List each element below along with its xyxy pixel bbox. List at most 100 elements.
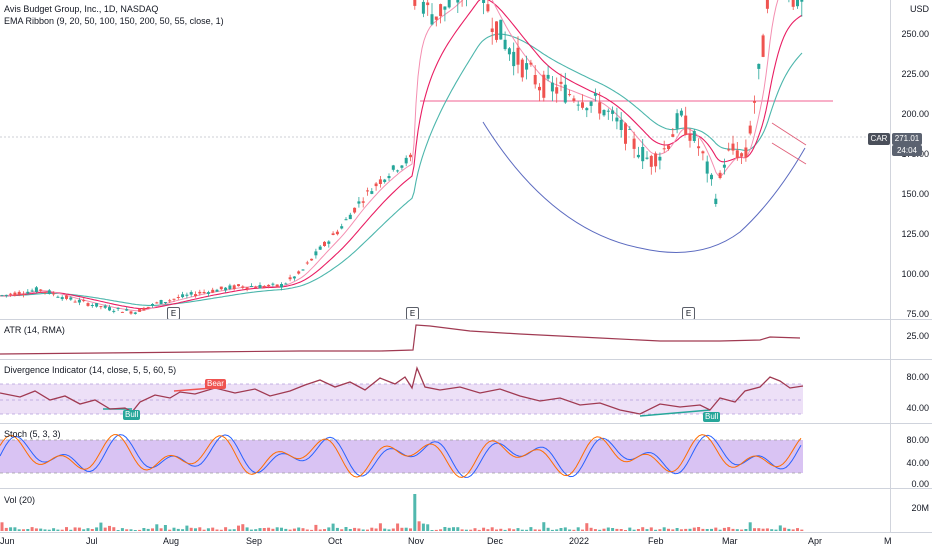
volume-bar [744,529,748,531]
time-axis[interactable]: Jun Jul Aug Sep Oct Nov Dec 2022 Feb Mar… [0,533,932,550]
volume-bar [344,527,348,531]
volume-bar [194,528,197,531]
candle-body [327,241,331,244]
volume-bar [13,527,17,531]
candle-body [757,63,761,69]
volume-bar [378,523,382,531]
volume-bar [409,528,412,531]
atr-tick: 25.00 [906,331,929,341]
pane-separator[interactable] [0,319,932,320]
volume-bar [357,528,361,531]
volume-bar [43,529,47,531]
volume-bar [292,528,296,531]
volume-bar [675,528,679,531]
price-scale[interactable]: USD 250.00225.00200.00175.00150.00125.00… [890,0,932,359]
candle-body [52,293,56,295]
volume-bar [516,528,520,531]
candle-body [120,311,124,313]
volume-bar [189,527,193,531]
candle-body [99,306,103,308]
candle-body [761,35,765,57]
volume-bar [56,529,60,531]
price-chart[interactable] [0,0,890,319]
candle-body [559,81,563,84]
volume-bar [714,527,718,531]
candle-body [624,123,627,144]
candle-body [542,74,546,98]
candle-body [129,311,133,314]
candle-body [0,295,4,297]
volume-bar [434,529,438,531]
candle-body [503,39,507,50]
candle-body [589,101,593,106]
candle-body [512,51,516,67]
candle-body [43,291,47,293]
volume-bar [490,527,494,531]
candle-body [331,233,335,235]
pane-separator[interactable] [0,423,932,424]
pane-separator[interactable] [0,359,932,360]
candle-body [391,165,395,170]
volume-bar [374,528,378,531]
volume-bar [426,524,430,531]
volume-bar [645,529,649,531]
candle-body [667,145,670,149]
candle-body [662,148,666,150]
volume-bar [172,527,176,531]
time-label: Mar [722,536,738,546]
candle-body [421,1,425,14]
time-label: Jun [0,536,15,546]
pane-separator[interactable] [0,488,932,489]
divergence-pane[interactable]: Divergence Indicator (14, close, 5, 5, 6… [0,360,890,423]
volume-bar [331,523,335,531]
volume-bar [288,529,292,531]
bull-divergence-line [639,409,711,417]
volume-pane[interactable]: Vol (20) [0,489,890,532]
volume-bar [318,529,322,531]
candle-body [722,164,726,168]
volume-bar [688,528,692,531]
candle-body [241,286,245,288]
stoch-chart [0,434,803,478]
candle-body [598,102,602,114]
candle-body [765,0,769,9]
stoch-legend: Stoch (5, 3, 3) [4,429,61,439]
volume-bar [366,529,369,531]
time-label: Apr [808,536,823,546]
ema-mid-line [0,0,803,310]
volume-bar [452,527,455,531]
candle-body [430,14,434,25]
candle-body [288,277,292,280]
volume-bar [589,527,593,531]
candle-body [628,128,632,130]
volume-bar [507,528,511,531]
volume-bar [585,523,589,531]
candle-body [39,289,43,291]
volume-bar [722,527,726,531]
candle-body [387,176,391,179]
bull-label: Bull [703,412,721,422]
time-label: Aug [163,536,180,546]
candle-body [189,292,193,295]
candle-body [305,262,309,264]
candle-body [13,292,17,296]
candle-body [606,110,610,112]
divergence-scale[interactable]: 80.00 40.00 [890,360,932,423]
candle-body [409,154,412,158]
volume-bar [757,528,761,531]
atr-scale[interactable]: 25.00 [890,320,932,359]
volume-bar [413,494,417,531]
candle-body [275,284,279,287]
candle-body [262,286,266,288]
volume-scale[interactable]: 20M [890,489,932,532]
stoch-pane[interactable]: Stoch (5, 3, 3) [0,424,890,488]
stoch-scale[interactable]: 80.00 40.00 0.00 [890,424,932,489]
volume-bar [649,527,653,531]
volume-bar [477,529,481,531]
volume-bar [22,529,25,531]
volume-bar [353,527,357,531]
candle-body [73,301,77,303]
price-pane[interactable]: Avis Budget Group, Inc., 1D, NASDAQ EMA … [0,0,890,320]
atr-pane[interactable]: ATR (14, RMA) [0,320,890,359]
volume-bar [108,525,111,531]
